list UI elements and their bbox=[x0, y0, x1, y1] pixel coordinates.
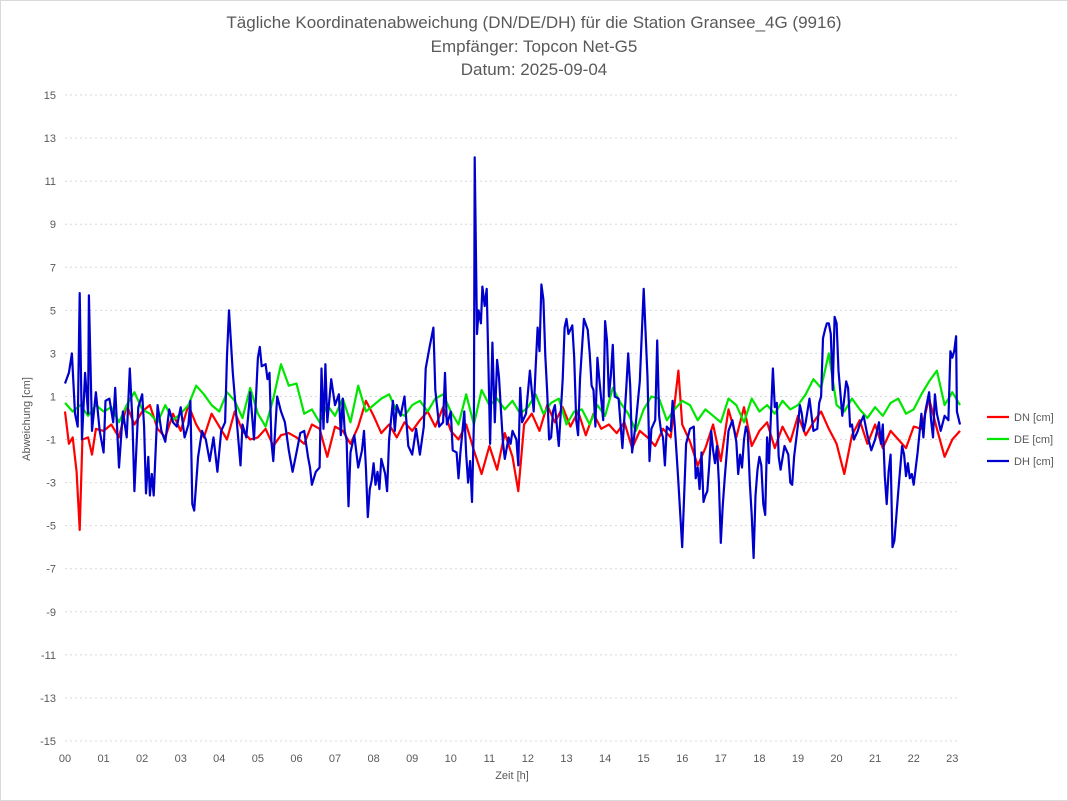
x-tick-label: 15 bbox=[638, 753, 650, 765]
y-axis-label: Abweichung [cm] bbox=[21, 377, 33, 461]
y-tick-label: -11 bbox=[41, 650, 56, 662]
y-tick-label: -3 bbox=[46, 478, 56, 490]
x-tick-label: 10 bbox=[445, 753, 457, 765]
x-tick-label: 02 bbox=[136, 753, 148, 765]
y-tick-label: -13 bbox=[40, 693, 56, 705]
y-tick-label: -5 bbox=[46, 521, 56, 533]
legend-label-dn: DN [cm] bbox=[1014, 412, 1054, 424]
chart-title-line-1: Tägliche Koordinatenabweichung (DN/DE/DH… bbox=[226, 13, 841, 32]
x-tick-label: 08 bbox=[367, 753, 379, 765]
x-tick-label: 04 bbox=[213, 753, 225, 765]
x-tick-label: 19 bbox=[792, 753, 804, 765]
y-tick-label: 11 bbox=[45, 176, 56, 188]
y-tick-label: 5 bbox=[50, 305, 56, 317]
x-tick-label: 13 bbox=[560, 753, 572, 765]
x-tick-label: 06 bbox=[290, 753, 302, 765]
chart-title-line-3: Datum: 2025-09-04 bbox=[461, 60, 607, 79]
series bbox=[63, 156, 962, 560]
chart-title-line-2: Empfänger: Topcon Net-G5 bbox=[431, 37, 638, 56]
y-tick-label: 13 bbox=[44, 133, 56, 145]
x-tick-label: 18 bbox=[753, 753, 765, 765]
x-tick-label: 11 bbox=[484, 753, 495, 765]
x-tick-label: 16 bbox=[676, 753, 688, 765]
x-tick-label: 00 bbox=[59, 753, 71, 765]
legend-label-de: DE [cm] bbox=[1014, 434, 1053, 446]
x-tick-label: 07 bbox=[329, 753, 341, 765]
legend-label-dh: DH [cm] bbox=[1014, 456, 1054, 468]
x-tick-label: 12 bbox=[522, 753, 534, 765]
x-axis-label: Zeit [h] bbox=[495, 770, 529, 782]
x-tick-label: 20 bbox=[830, 753, 842, 765]
y-tick-label: 15 bbox=[44, 90, 56, 102]
x-tick-label: 14 bbox=[599, 753, 611, 765]
y-tick-label: 3 bbox=[50, 348, 56, 360]
series-line-dh bbox=[63, 156, 962, 560]
x-tick-label: 09 bbox=[406, 753, 418, 765]
x-tick-label: 03 bbox=[175, 753, 187, 765]
y-tick-label: -7 bbox=[46, 564, 56, 576]
y-tick-label: -9 bbox=[46, 607, 56, 619]
grid bbox=[65, 94, 960, 742]
y-tick-label: -1 bbox=[46, 435, 56, 447]
y-tick-label: 1 bbox=[50, 391, 56, 403]
series-line-de bbox=[64, 352, 961, 432]
y-tick-label: 7 bbox=[50, 262, 56, 274]
x-tick-label: 21 bbox=[869, 753, 881, 765]
x-tick-label: 01 bbox=[97, 753, 109, 765]
x-tick-label: 05 bbox=[252, 753, 264, 765]
y-axis-ticks: 15 13 11 9 7 5 3 1 -1 -3 -5 -7 -9 -11 -13 -15 bbox=[40, 90, 56, 748]
y-tick-label: -15 bbox=[40, 736, 56, 748]
legend: DN [cm] DE [cm] DH [cm] bbox=[987, 412, 1054, 468]
x-axis-ticks: 00 01 02 03 04 05 06 07 08 09 10 11 12 13 14 15 16 17 18 19… bbox=[59, 753, 959, 765]
y-tick-label: 9 bbox=[50, 219, 56, 231]
x-tick-label: 22 bbox=[908, 753, 920, 765]
x-tick-label: 23 bbox=[946, 753, 958, 765]
x-tick-label: 17 bbox=[715, 753, 727, 765]
